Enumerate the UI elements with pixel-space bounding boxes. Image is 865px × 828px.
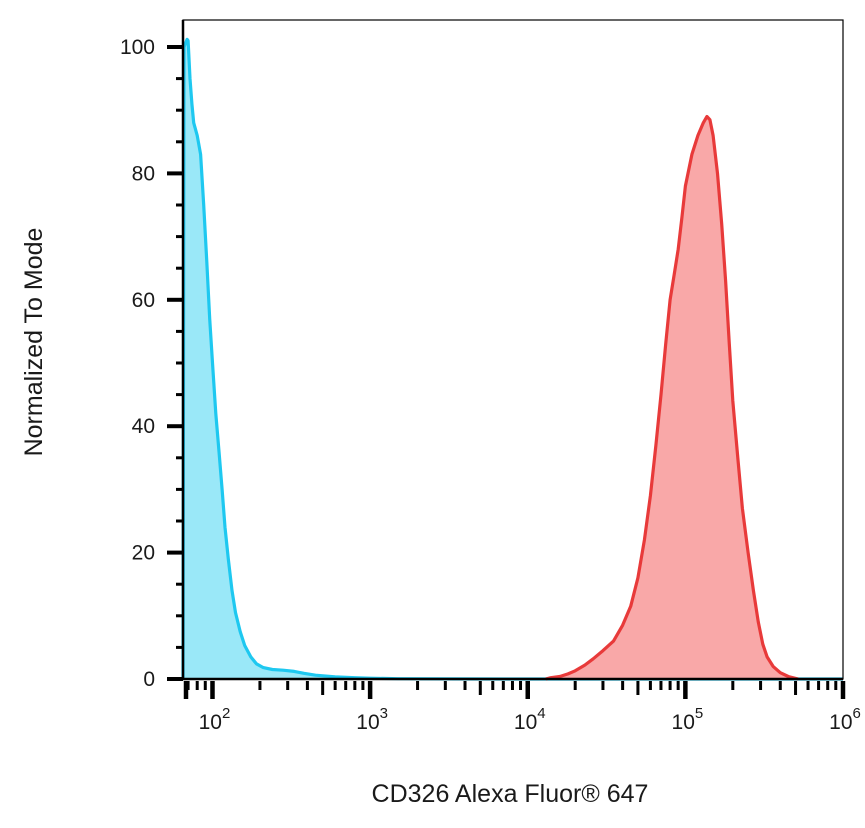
y-tick-label: 20: [132, 542, 155, 565]
x-tick-label: 106: [829, 705, 861, 734]
x-tick-label: 105: [672, 705, 704, 734]
x-tick-label: 102: [199, 705, 231, 734]
axes-layer: 0 20 40 60 80 100 102 103 104 105 106: [120, 19, 861, 734]
series-2-line: [545, 114, 799, 681]
series-2-area: [545, 116, 799, 679]
series-1-line: [181, 37, 843, 681]
series-layer: [181, 37, 843, 681]
x-axis-title: CD326 Alexa Fluor® 647: [372, 780, 649, 808]
x-tick-label: 103: [356, 705, 388, 734]
y-tick-label: 60: [132, 289, 155, 312]
y-tick-label: 80: [132, 162, 155, 185]
y-tick-label: 40: [132, 415, 155, 438]
y-axis-title: Normalized To Mode: [20, 228, 48, 457]
x-tick-label: 104: [514, 705, 546, 734]
y-tick-label: 100: [120, 36, 155, 59]
y-tick-label: 0: [143, 668, 155, 691]
